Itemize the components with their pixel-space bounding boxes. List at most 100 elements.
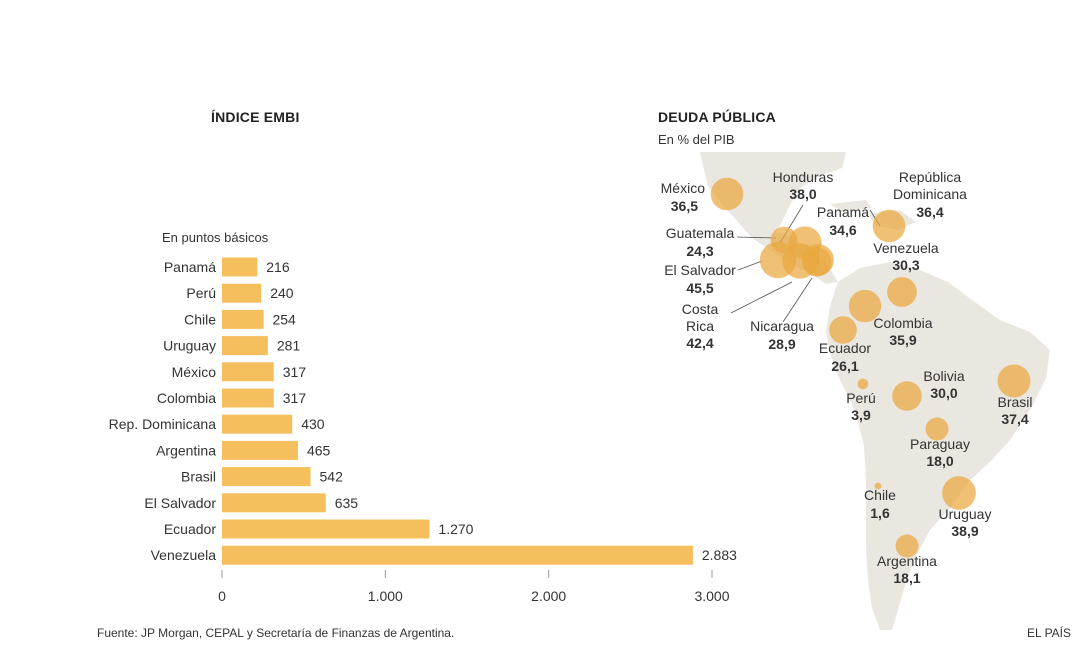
bubble-country-label: Bolivia [923, 368, 964, 384]
bubble-value-label: 18,1 [893, 570, 920, 586]
bar-value-label: 430 [301, 416, 325, 432]
bubble-value-label: 38,0 [789, 186, 816, 202]
bar-value-label: 240 [270, 285, 294, 301]
bubble-value-label: 42,4 [686, 335, 713, 351]
bubble-country-label: Venezuela [873, 240, 939, 256]
bar-category-label: Colombia [157, 390, 216, 406]
bubble-country-label: Panamá [817, 204, 869, 220]
bubble [857, 378, 869, 390]
x-tick-label: 2.000 [531, 588, 566, 604]
bubble [848, 289, 882, 323]
bubble-value-label: 3,9 [851, 407, 871, 423]
bar-category-label: Panamá [164, 259, 216, 275]
bubble-country-label: Dominicana [893, 186, 967, 202]
bubble-value-label: 30,3 [892, 257, 919, 273]
bar-category-label: Perú [186, 285, 216, 301]
bubble-value-label: 18,0 [926, 453, 953, 469]
x-tick-label: 3.000 [694, 588, 729, 604]
bar-category-label: México [172, 364, 217, 380]
bar [222, 493, 326, 513]
bubble-country-label: Guatemala [666, 225, 735, 241]
embi-bar-chart: Panamá 216 Perú 240 Chile 254 Uruguay 281 México… [109, 257, 737, 604]
bubble [829, 316, 857, 344]
bar-category-label: Venezuela [151, 547, 217, 563]
bar-category-label: Argentina [156, 442, 216, 458]
bubble-country-label: Rica [686, 318, 714, 334]
x-tick-label: 0 [218, 588, 226, 604]
bar-value-label: 635 [335, 495, 359, 511]
bubble-country-label: Chile [864, 487, 896, 503]
bubble-country-label: Costa [682, 301, 719, 317]
bar [222, 388, 274, 408]
bar-category-label: Uruguay [163, 338, 216, 354]
bubble-country-label: Argentina [877, 553, 937, 569]
bubble-country-label: El Salvador [664, 262, 736, 278]
bar [222, 440, 298, 460]
bar-category-label: Ecuador [164, 521, 216, 537]
bubble-value-label: 37,4 [1001, 411, 1028, 427]
bar [222, 309, 264, 329]
bubble [874, 482, 882, 490]
x-tick-label: 1.000 [368, 588, 403, 604]
bar-category-label: Chile [184, 311, 216, 327]
bubble-value-label: 34,6 [829, 222, 856, 238]
bar-value-label: 465 [307, 442, 331, 458]
bar-value-label: 254 [272, 311, 296, 327]
bubble [887, 277, 917, 307]
bubble-country-label: Perú [846, 390, 876, 406]
bar [222, 519, 430, 539]
leader-line [782, 277, 813, 323]
bubble-country-label: Honduras [773, 169, 834, 185]
bubble-country-label: República [899, 169, 961, 185]
bubble-value-label: 38,9 [951, 523, 978, 539]
leader-line [730, 281, 793, 314]
embi-subtitle: En puntos básicos [162, 230, 269, 245]
map-south-america [826, 262, 1050, 630]
bar [222, 283, 262, 303]
bubble-country-label: Paraguay [910, 436, 970, 452]
bubble-country-label: Brasil [997, 394, 1032, 410]
bubble-value-label: 35,9 [889, 332, 916, 348]
bubble-value-label: 1,6 [870, 505, 890, 521]
bubble-value-label: 36,5 [671, 198, 698, 214]
bubble [872, 209, 906, 243]
bar-value-label: 1.270 [438, 521, 473, 537]
deuda-subtitle: En % del PIB [658, 132, 735, 147]
bubble-value-label: 24,3 [686, 243, 713, 259]
bar-value-label: 542 [320, 469, 344, 485]
bar-value-label: 281 [277, 338, 301, 354]
map-cuba [830, 200, 872, 212]
bubble [997, 364, 1031, 398]
bubble-value-label: 26,1 [831, 358, 858, 374]
bar [222, 362, 274, 382]
source-note: Fuente: JP Morgan, CEPAL y Secretaría de… [97, 626, 455, 640]
bubble [710, 177, 744, 211]
leader-line [737, 260, 763, 271]
bubble-value-label: 45,5 [686, 280, 713, 296]
bar-value-label: 317 [283, 364, 307, 380]
bubble-value-label: 30,0 [930, 385, 957, 401]
bubble-country-label: Ecuador [819, 340, 871, 356]
brand-logo-text: EL PAÍS [1027, 626, 1072, 640]
embi-title: ÍNDICE EMBI [211, 109, 300, 125]
bubble-country-label: México [661, 180, 706, 196]
bar-category-label: Rep. Dominicana [109, 416, 217, 432]
bar-category-label: El Salvador [144, 495, 216, 511]
bubble-country-label: Nicaragua [750, 318, 814, 334]
bubble-value-label: 36,4 [916, 204, 943, 220]
bubble-country-label: Uruguay [939, 506, 992, 522]
bar-value-label: 317 [283, 390, 307, 406]
bubble-value-label: 28,9 [768, 336, 795, 352]
bar [222, 336, 268, 356]
bubble [942, 476, 976, 510]
bar-category-label: Brasil [181, 469, 216, 485]
bubble-country-label: Colombia [873, 315, 932, 331]
bubble [895, 534, 919, 558]
deuda-title: DEUDA PÚBLICA [658, 109, 776, 125]
bar-value-label: 216 [266, 259, 290, 275]
bubble [802, 247, 832, 277]
bar [222, 545, 693, 565]
bar [222, 257, 258, 277]
leader-line [736, 236, 777, 239]
